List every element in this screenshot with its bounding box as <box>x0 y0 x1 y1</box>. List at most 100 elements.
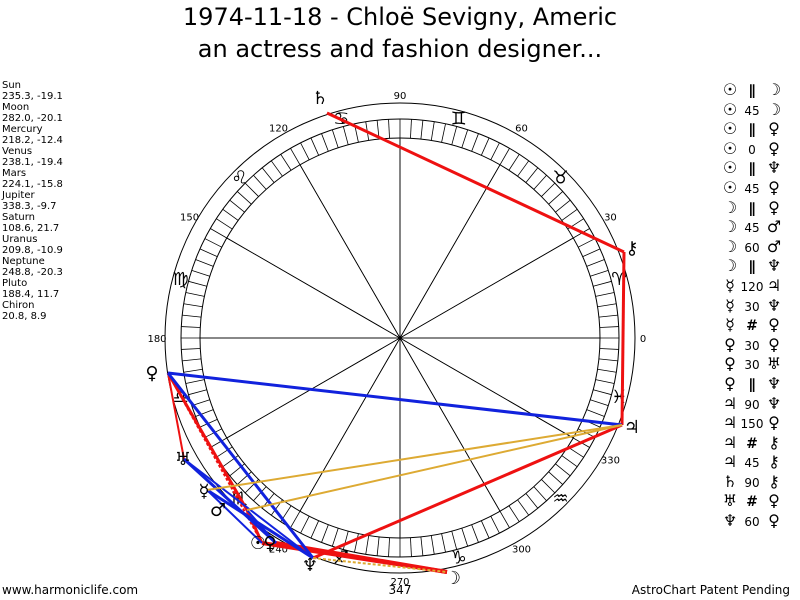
planet-name: Chiron <box>2 300 35 311</box>
aspect-planet-icon: ♆ <box>722 511 738 531</box>
aspect-planet-icon: ♀ <box>768 138 780 158</box>
aspect-row: ♀ ∥ ♆ <box>720 374 800 394</box>
degree-tick <box>441 123 446 143</box>
degree-tick <box>471 524 479 543</box>
aspect-planet-icon: ☉ <box>722 177 738 197</box>
aspect-line <box>182 457 278 545</box>
aspect-planet-icon: ☽ <box>722 236 738 256</box>
aspect-planet-icon: ☽ <box>722 197 738 217</box>
aspect-planet-icon: ♃ <box>722 413 738 433</box>
saturn-icon: ♄ <box>312 88 328 109</box>
aspect-planet-icon: ♆ <box>766 393 782 413</box>
outer-ring <box>164 102 636 574</box>
degree-tick <box>451 126 458 145</box>
degree-tick <box>598 314 618 318</box>
aspect-planet-icon: ♀ <box>768 315 780 335</box>
degree-tick <box>561 455 578 468</box>
degree-label: 330 <box>601 456 620 467</box>
spoke-line <box>226 237 574 439</box>
degree-tick <box>490 516 500 534</box>
planet-name: Venus <box>2 146 33 157</box>
aspect-row: ☿ 30 ♆ <box>720 296 800 316</box>
moon-icon: ☽ <box>445 568 461 589</box>
degree-tick <box>195 259 214 267</box>
aspect-planet-icon: ☿ <box>725 315 735 335</box>
degree-label: 240 <box>269 544 288 555</box>
degree-tick <box>586 409 605 417</box>
planet-name: Saturn <box>2 212 36 223</box>
aspect-value: 90 <box>744 397 760 412</box>
degree-tick <box>593 389 612 396</box>
degree-tick <box>561 208 578 221</box>
aspect-planet-icon: ♀ <box>768 334 780 354</box>
degree-tick <box>321 133 329 152</box>
degree-label: 180 <box>147 334 166 345</box>
degree-tick <box>541 182 556 197</box>
aspect-line <box>167 371 623 427</box>
aspect-planet-icon: ♀ <box>768 413 780 433</box>
aspect-row: ☉ 0 ♀ <box>720 139 800 159</box>
planet-name: Uranus <box>2 234 38 245</box>
planet-name: Mercury <box>2 124 43 135</box>
degree-tick <box>499 511 510 528</box>
aspect-value: ∥ <box>748 200 756 217</box>
planet-coords: 108.6, 21.7 <box>2 223 60 234</box>
aspect-line <box>312 423 623 560</box>
zodiac-sign-icon: ♊ <box>451 109 467 130</box>
aspect-list: ☉ ∥ ☽ ☉ 45 ☽ ☉ ∥ ♀ ☉ 0 ♀ ☉ ∥ ♆ ☉ 45 ♀ ☽ ∥ ♀ ☽ 45 ♂ ☽ 60 ♂ ☽ ∥ ♆ ☿ 120 ♃ ☿… <box>720 80 800 531</box>
aspect-value: 30 <box>744 358 760 373</box>
degree-tick <box>253 174 267 190</box>
degree-tick <box>441 533 446 553</box>
aspect-row: ☉ ∥ ♆ <box>720 158 800 178</box>
aspect-planet-icon: ☉ <box>722 119 738 139</box>
aspect-row: ♀ 30 ♀ <box>720 335 800 355</box>
aspect-line <box>166 372 315 559</box>
aspect-line <box>326 111 625 254</box>
degree-tick <box>354 533 359 553</box>
aspect-row: ♃ # ⚷ <box>720 433 800 453</box>
aspect-planet-icon: ☽ <box>722 217 738 237</box>
degree-tick <box>290 511 301 528</box>
degree-tick <box>388 119 390 139</box>
degree-tick <box>331 528 339 547</box>
degree-tick <box>430 121 435 141</box>
chart-title-line1: 1974-11-18 - Chloë Sevigny, Americ <box>182 3 618 31</box>
aspect-row: ☉ ∥ ☽ <box>720 80 800 100</box>
degree-tick <box>270 160 283 177</box>
aspect-row: ♄ 90 ⚷ <box>720 472 800 492</box>
degree-tick <box>182 358 202 362</box>
uranus-icon: ♅ <box>175 449 191 470</box>
degree-tick <box>410 537 412 557</box>
pluto-icon: ♀ <box>145 363 158 384</box>
degree-label: 60 <box>515 124 528 135</box>
degree-tick <box>376 536 380 556</box>
aspect-value: 120 <box>740 279 764 294</box>
aspect-line <box>246 424 623 511</box>
aspect-value: 90 <box>744 475 760 490</box>
sun-icon: ☉ <box>250 533 266 554</box>
planet-coords: 20.8, 8.9 <box>2 311 47 322</box>
mercury-icon: ☿ <box>198 481 209 502</box>
degree-tick <box>210 228 227 239</box>
aspect-row: ☉ ∥ ♀ <box>720 119 800 139</box>
degree-label: 150 <box>180 213 199 224</box>
website-footer[interactable]: www.harmoniclife.com <box>2 583 139 597</box>
aspect-value: 150 <box>740 417 764 432</box>
zodiac-sign-icon: ♍ <box>173 269 189 290</box>
zodiac-sign-icon: ♓ <box>611 387 627 408</box>
zodiac-sign-icon: ♒ <box>552 489 568 510</box>
degree-tick <box>548 471 564 485</box>
degree-label: 120 <box>269 124 288 135</box>
planet-positions-list: Sun 235.3, -19.1 Moon 282.0, -20.1 Mercury 21… <box>2 80 112 322</box>
degree-tick <box>599 326 619 328</box>
planet-name: Pluto <box>2 278 28 289</box>
degree-tick <box>280 154 292 171</box>
planet-coords: 224.1, -15.8 <box>2 179 63 190</box>
aspect-value: 45 <box>744 456 760 471</box>
degree-tick <box>430 535 435 555</box>
center-number: 347 <box>388 583 412 597</box>
aspect-planet-icon: ♀ <box>724 354 736 374</box>
aspect-planet-icon: ♆ <box>766 158 782 178</box>
aspect-row: ♅ # ♀ <box>720 491 800 511</box>
